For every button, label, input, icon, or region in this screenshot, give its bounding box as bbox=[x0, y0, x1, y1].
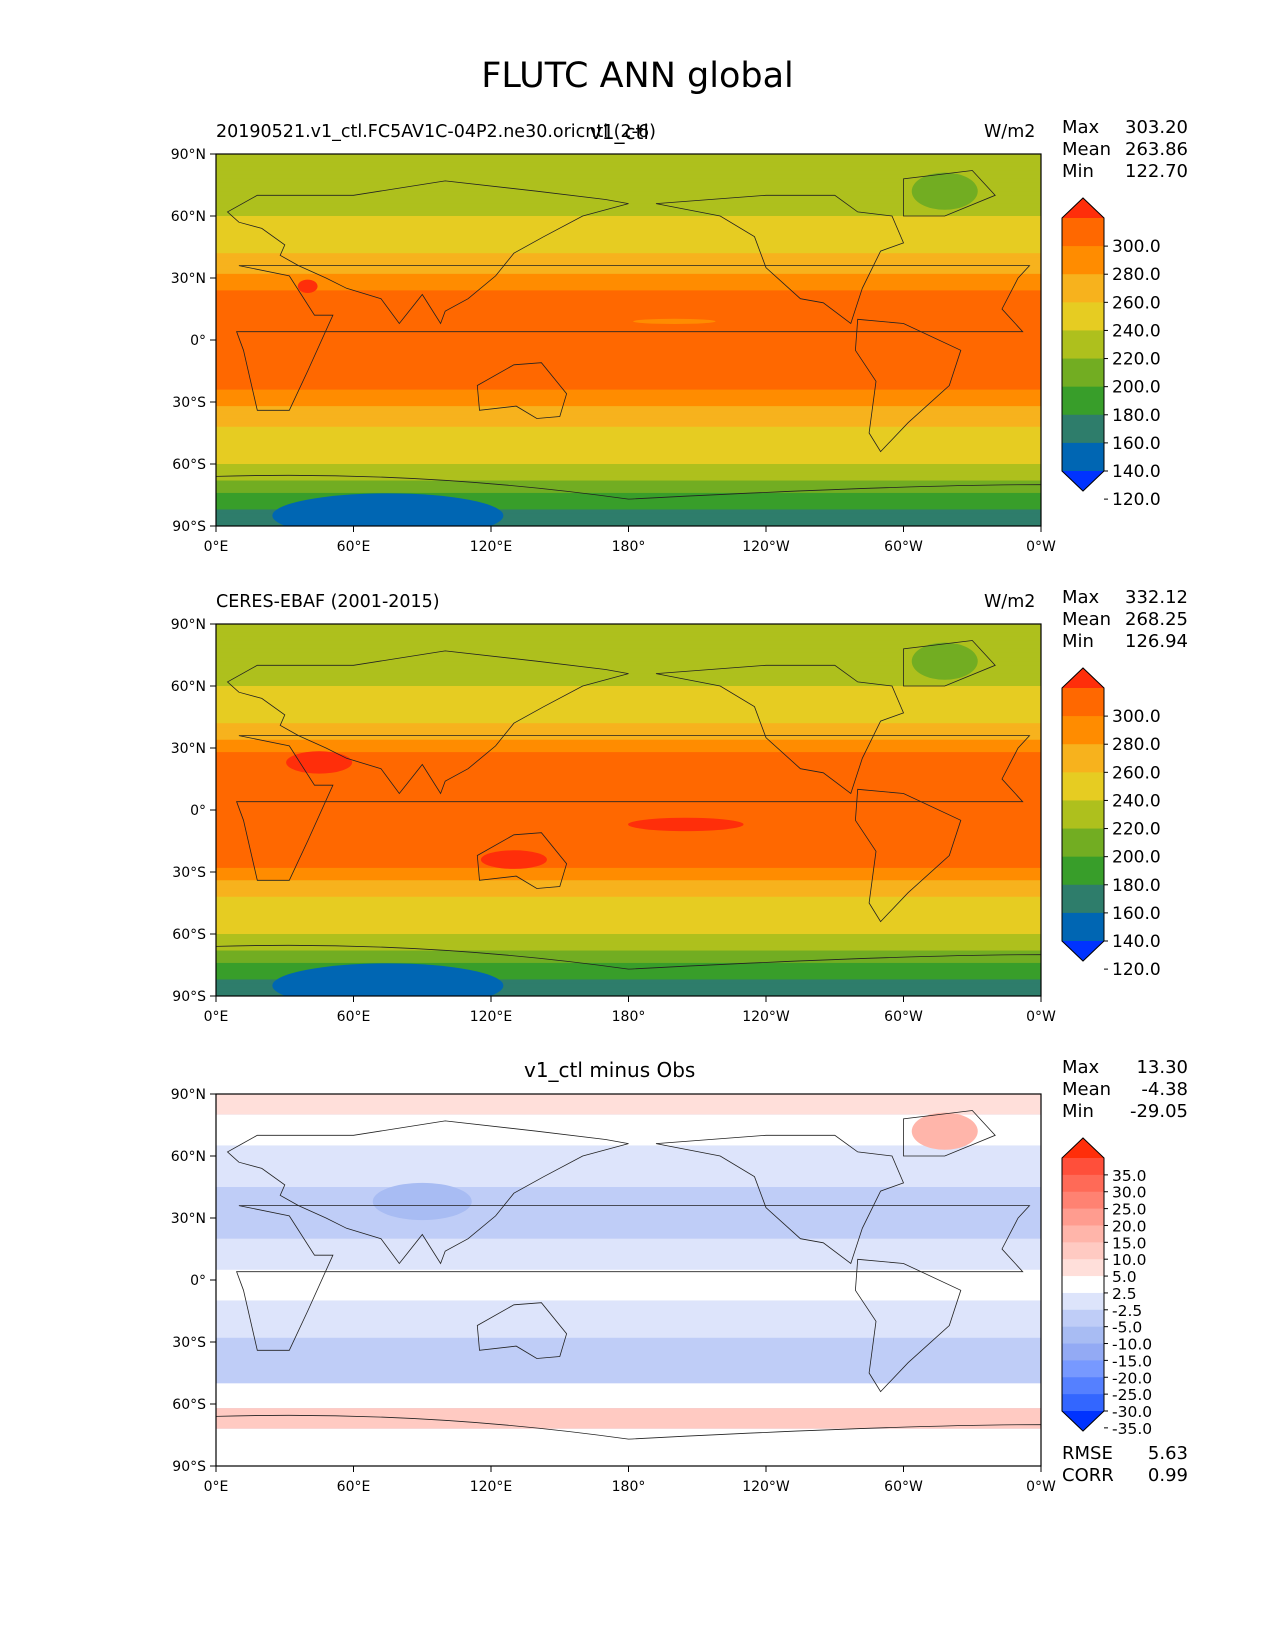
colorbar-tick-label: 240.0 bbox=[1112, 321, 1161, 341]
colorbar-tick-label: 220.0 bbox=[1112, 820, 1161, 840]
colorbar-tick-label: 10.0 bbox=[1112, 1251, 1147, 1269]
colorbar-tick-label: 260.0 bbox=[1112, 293, 1161, 313]
colorbar-tick-label: 35.0 bbox=[1112, 1167, 1147, 1185]
lat-tick-label: 90°S bbox=[172, 519, 206, 535]
colorbar: 300.0 280.0 260.0 240.0 220.0 200.0 180.0 160.0… bbox=[1061, 197, 1161, 510]
map-field bbox=[216, 1094, 1041, 1466]
lon-tick-label: 60°E bbox=[337, 1009, 371, 1025]
lat-tick-label: 90°N bbox=[171, 617, 206, 633]
lon-tick-label: 180° bbox=[612, 1009, 646, 1025]
colorbar-tick-label: 280.0 bbox=[1112, 735, 1161, 755]
lat-tick-label: 30°N bbox=[171, 271, 206, 287]
lon-tick-label: 60°E bbox=[337, 1479, 371, 1495]
colorbar-tick-label: 180.0 bbox=[1112, 406, 1161, 426]
colorbar-tick-label: 120.0 bbox=[1112, 960, 1161, 980]
colorbar-tick-label: -25.0 bbox=[1112, 1386, 1152, 1404]
colorbar-tick-label: 20.0 bbox=[1112, 1217, 1147, 1235]
colorbar-tick-label: 140.0 bbox=[1112, 462, 1161, 482]
lon-tick-label: 0°W bbox=[1026, 1009, 1056, 1025]
lat-tick-label: 60°S bbox=[172, 457, 206, 473]
colorbar-tick-label: -2.5 bbox=[1112, 1302, 1142, 1320]
map-panel-1: 90°N 60°N 30°N 0° 30°S 60°S 90°S 0°E 60°E 120°E 18… bbox=[171, 147, 1161, 555]
colorbar-tick-label: 2.5 bbox=[1112, 1285, 1137, 1303]
lon-tick-label: 0°E bbox=[204, 1009, 229, 1025]
lat-tick-label: 0° bbox=[190, 803, 206, 819]
colorbar-tick-label: 5.0 bbox=[1112, 1268, 1137, 1286]
colorbar-tick-label: 220.0 bbox=[1112, 350, 1161, 370]
lat-tick-label: 30°S bbox=[172, 1335, 206, 1351]
coastlines bbox=[216, 1110, 1041, 1440]
lat-tick-label: 90°N bbox=[171, 1087, 206, 1103]
lon-tick-label: 0°W bbox=[1026, 1479, 1056, 1495]
colorbar-tick-label: -10.0 bbox=[1112, 1336, 1152, 1354]
lon-tick-label: 60°E bbox=[337, 539, 371, 555]
lon-tick-label: 60°W bbox=[884, 539, 923, 555]
lat-tick-label: 30°S bbox=[172, 395, 206, 411]
colorbar-tick-label: -5.0 bbox=[1112, 1319, 1142, 1337]
colorbar: 300.0 280.0 260.0 240.0 220.0 200.0 180.0 160.0… bbox=[1061, 667, 1161, 980]
lat-tick-label: 60°N bbox=[171, 209, 206, 225]
colorbar-tick-label: 160.0 bbox=[1112, 434, 1161, 454]
lon-tick-label: 0°E bbox=[204, 1479, 229, 1495]
colorbar-tick-label: 140.0 bbox=[1112, 932, 1161, 952]
colorbar-tick-label: -15.0 bbox=[1112, 1352, 1152, 1370]
map-field bbox=[216, 154, 1041, 526]
colorbar-tick-label: 300.0 bbox=[1112, 707, 1161, 727]
lon-tick-label: 120°E bbox=[470, 1009, 513, 1025]
figure-title: FLUTC ANN global bbox=[481, 56, 794, 96]
lat-tick-label: 0° bbox=[190, 333, 206, 349]
colorbar-tick-label: -30.0 bbox=[1112, 1403, 1152, 1421]
lat-tick-label: 30°N bbox=[171, 1211, 206, 1227]
map-panel-3: 90°N 60°N 30°N 0° 30°S 60°S 90°S 0°E 60°E 120°E 18… bbox=[171, 1087, 1152, 1495]
colorbar-tick-label: 15.0 bbox=[1112, 1234, 1147, 1252]
lat-tick-label: 90°N bbox=[171, 147, 206, 163]
colorbar: 35.030.025.020.015.010.05.02.5-2.5-5.0-1… bbox=[1061, 1137, 1152, 1438]
lat-tick-label: 30°S bbox=[172, 865, 206, 881]
lon-tick-label: 60°W bbox=[884, 1009, 923, 1025]
lon-tick-label: 180° bbox=[612, 539, 646, 555]
lon-tick-label: 120°W bbox=[742, 1009, 790, 1025]
colorbar-tick-label: 180.0 bbox=[1112, 876, 1161, 896]
lat-tick-label: 60°N bbox=[171, 679, 206, 695]
colorbar-tick-label: 200.0 bbox=[1112, 848, 1161, 868]
lat-tick-label: 60°N bbox=[171, 1149, 206, 1165]
colorbar-tick-label: 25.0 bbox=[1112, 1201, 1147, 1219]
colorbar-tick-label: 260.0 bbox=[1112, 763, 1161, 783]
lon-tick-label: 120°E bbox=[470, 539, 513, 555]
lat-tick-label: 60°S bbox=[172, 927, 206, 943]
colorbar-tick-label: 120.0 bbox=[1112, 490, 1161, 510]
map-field bbox=[216, 624, 1041, 996]
lon-tick-label: 120°E bbox=[470, 1479, 513, 1495]
lon-tick-label: 120°W bbox=[742, 539, 790, 555]
lon-tick-label: 120°W bbox=[742, 1479, 790, 1495]
lat-tick-label: 60°S bbox=[172, 1397, 206, 1413]
coastlines bbox=[216, 170, 1041, 500]
colorbar-tick-label: 240.0 bbox=[1112, 791, 1161, 811]
lon-tick-label: 60°W bbox=[884, 1479, 923, 1495]
colorbar-tick-label: 280.0 bbox=[1112, 265, 1161, 285]
lon-tick-label: 0°E bbox=[204, 539, 229, 555]
colorbar-tick-label: 300.0 bbox=[1112, 237, 1161, 257]
colorbar-tick-label: -20.0 bbox=[1112, 1369, 1152, 1387]
colorbar-tick-label: 30.0 bbox=[1112, 1184, 1147, 1202]
lon-tick-label: 0°W bbox=[1026, 539, 1056, 555]
map-panel-2: 90°N 60°N 30°N 0° 30°S 60°S 90°S 0°E 60°E 120°E 18… bbox=[171, 617, 1161, 1025]
coastlines bbox=[216, 640, 1041, 970]
colorbar-tick-label: 200.0 bbox=[1112, 378, 1161, 398]
colorbar-tick-label: 160.0 bbox=[1112, 904, 1161, 924]
lat-tick-label: 0° bbox=[190, 1273, 206, 1289]
colorbar-tick-label: -35.0 bbox=[1112, 1420, 1152, 1438]
lon-tick-label: 180° bbox=[612, 1479, 646, 1495]
lat-tick-label: 90°S bbox=[172, 989, 206, 1005]
lat-tick-label: 90°S bbox=[172, 1459, 206, 1475]
lat-tick-label: 30°N bbox=[171, 741, 206, 757]
